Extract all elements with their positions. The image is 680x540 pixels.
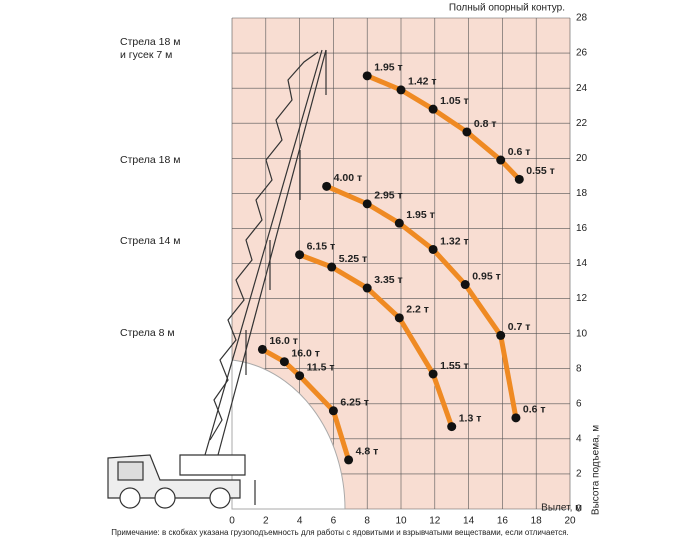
chart-title: Полный опорный контур.: [449, 3, 565, 14]
load-point: [428, 104, 438, 114]
load-point: [362, 283, 372, 293]
y-tick-label: 28: [576, 13, 588, 24]
load-point: [344, 455, 354, 465]
load-point: [396, 85, 406, 95]
load-curve: [298, 252, 455, 428]
grid: [231, 17, 571, 510]
x-tick-label: 4: [297, 516, 303, 527]
load-point: [279, 357, 289, 367]
x-tick-label: 10: [395, 516, 407, 527]
load-label: 4.8 т: [356, 446, 379, 458]
load-label: 0.6 т: [523, 404, 546, 416]
load-point: [496, 330, 506, 340]
x-tick-label: 8: [364, 516, 370, 527]
load-label: 0.95 т: [472, 270, 501, 282]
load-label: 5.25 т: [339, 253, 368, 265]
y-tick-label: 22: [576, 118, 588, 129]
y-tick-label: 16: [576, 223, 588, 234]
load-point: [394, 218, 404, 228]
load-label: 1.95 т: [374, 62, 403, 74]
y-tick-label: 18: [576, 188, 588, 199]
y-tick-label: 24: [576, 83, 588, 94]
load-label: 4.00 т: [334, 172, 363, 184]
x-tick-label: 12: [429, 516, 441, 527]
load-point: [328, 406, 338, 416]
x-axis-label: Вылет, м: [541, 503, 582, 514]
load-point: [511, 413, 521, 423]
load-label: 6.15 т: [307, 241, 336, 253]
x-tick-label: 18: [531, 516, 543, 527]
load-label: 11.5 т: [307, 362, 335, 374]
y-tick-label: 6: [576, 398, 582, 409]
load-point: [394, 313, 404, 323]
y-tick-label: 8: [576, 363, 582, 374]
y-tick-label: 10: [576, 328, 588, 339]
boom-region: [231, 359, 346, 510]
load-point: [322, 181, 332, 191]
x-tick-label: 2: [263, 516, 269, 527]
y-tick-label: 2: [576, 469, 582, 480]
y-tick-label: 12: [576, 293, 588, 304]
y-tick-label: 26: [576, 48, 588, 59]
x-tick-label: 14: [463, 516, 475, 527]
series-name: Стрела 8 м: [120, 327, 175, 339]
load-point: [295, 371, 305, 381]
load-label: 1.55 т: [440, 360, 469, 372]
series-name: Стрела 14 м: [120, 235, 180, 247]
load-point: [460, 280, 470, 290]
y-tick-label: 20: [576, 153, 588, 164]
load-point: [257, 344, 267, 354]
y-tick-label: 4: [576, 433, 582, 444]
y-axis-label: Высота подъема, м: [591, 425, 602, 515]
series-name: Стрела 18 м: [120, 36, 180, 48]
load-label: 3.35 т: [374, 274, 403, 286]
y-tick-label: 0: [576, 504, 582, 515]
load-point: [462, 127, 472, 137]
load-label: 1.95 т: [406, 209, 435, 221]
load-label: 16.0 т: [269, 335, 298, 347]
x-tick-label: 6: [331, 516, 337, 527]
load-label: 1.42 т: [408, 76, 437, 88]
load-point: [362, 71, 372, 81]
x-tick-label: 0: [229, 516, 235, 527]
load-point: [428, 369, 438, 379]
y-tick-label: 14: [576, 258, 588, 269]
load-label: 2.95 т: [374, 190, 403, 202]
load-label: 6.25 т: [340, 397, 369, 409]
load-point: [295, 250, 305, 260]
load-label: 16.0 т: [291, 347, 320, 359]
load-point: [428, 244, 438, 254]
x-tick-label: 20: [564, 516, 576, 527]
load-label: 1.3 т: [459, 412, 482, 424]
load-point: [514, 174, 524, 184]
load-point: [447, 422, 457, 432]
load-point: [362, 199, 372, 209]
load-label: 2.2 т: [406, 304, 429, 316]
series-name: и гусек 7 м: [120, 49, 172, 61]
load-label: 0.8 т: [474, 118, 497, 130]
crane: [107, 49, 327, 509]
series-name: Стрела 18 м: [120, 154, 180, 166]
load-label: 0.7 т: [508, 321, 531, 333]
x-tick-label: 16: [497, 516, 509, 527]
load-label: 1.32 т: [440, 235, 469, 247]
note: Примечание: в скобках указана грузоподъе…: [111, 528, 569, 537]
load-label: 0.55 т: [526, 165, 555, 177]
load-point: [327, 262, 337, 272]
load-label: 0.6 т: [508, 146, 531, 158]
load-point: [496, 155, 506, 165]
load-label: 1.05 т: [440, 95, 469, 107]
